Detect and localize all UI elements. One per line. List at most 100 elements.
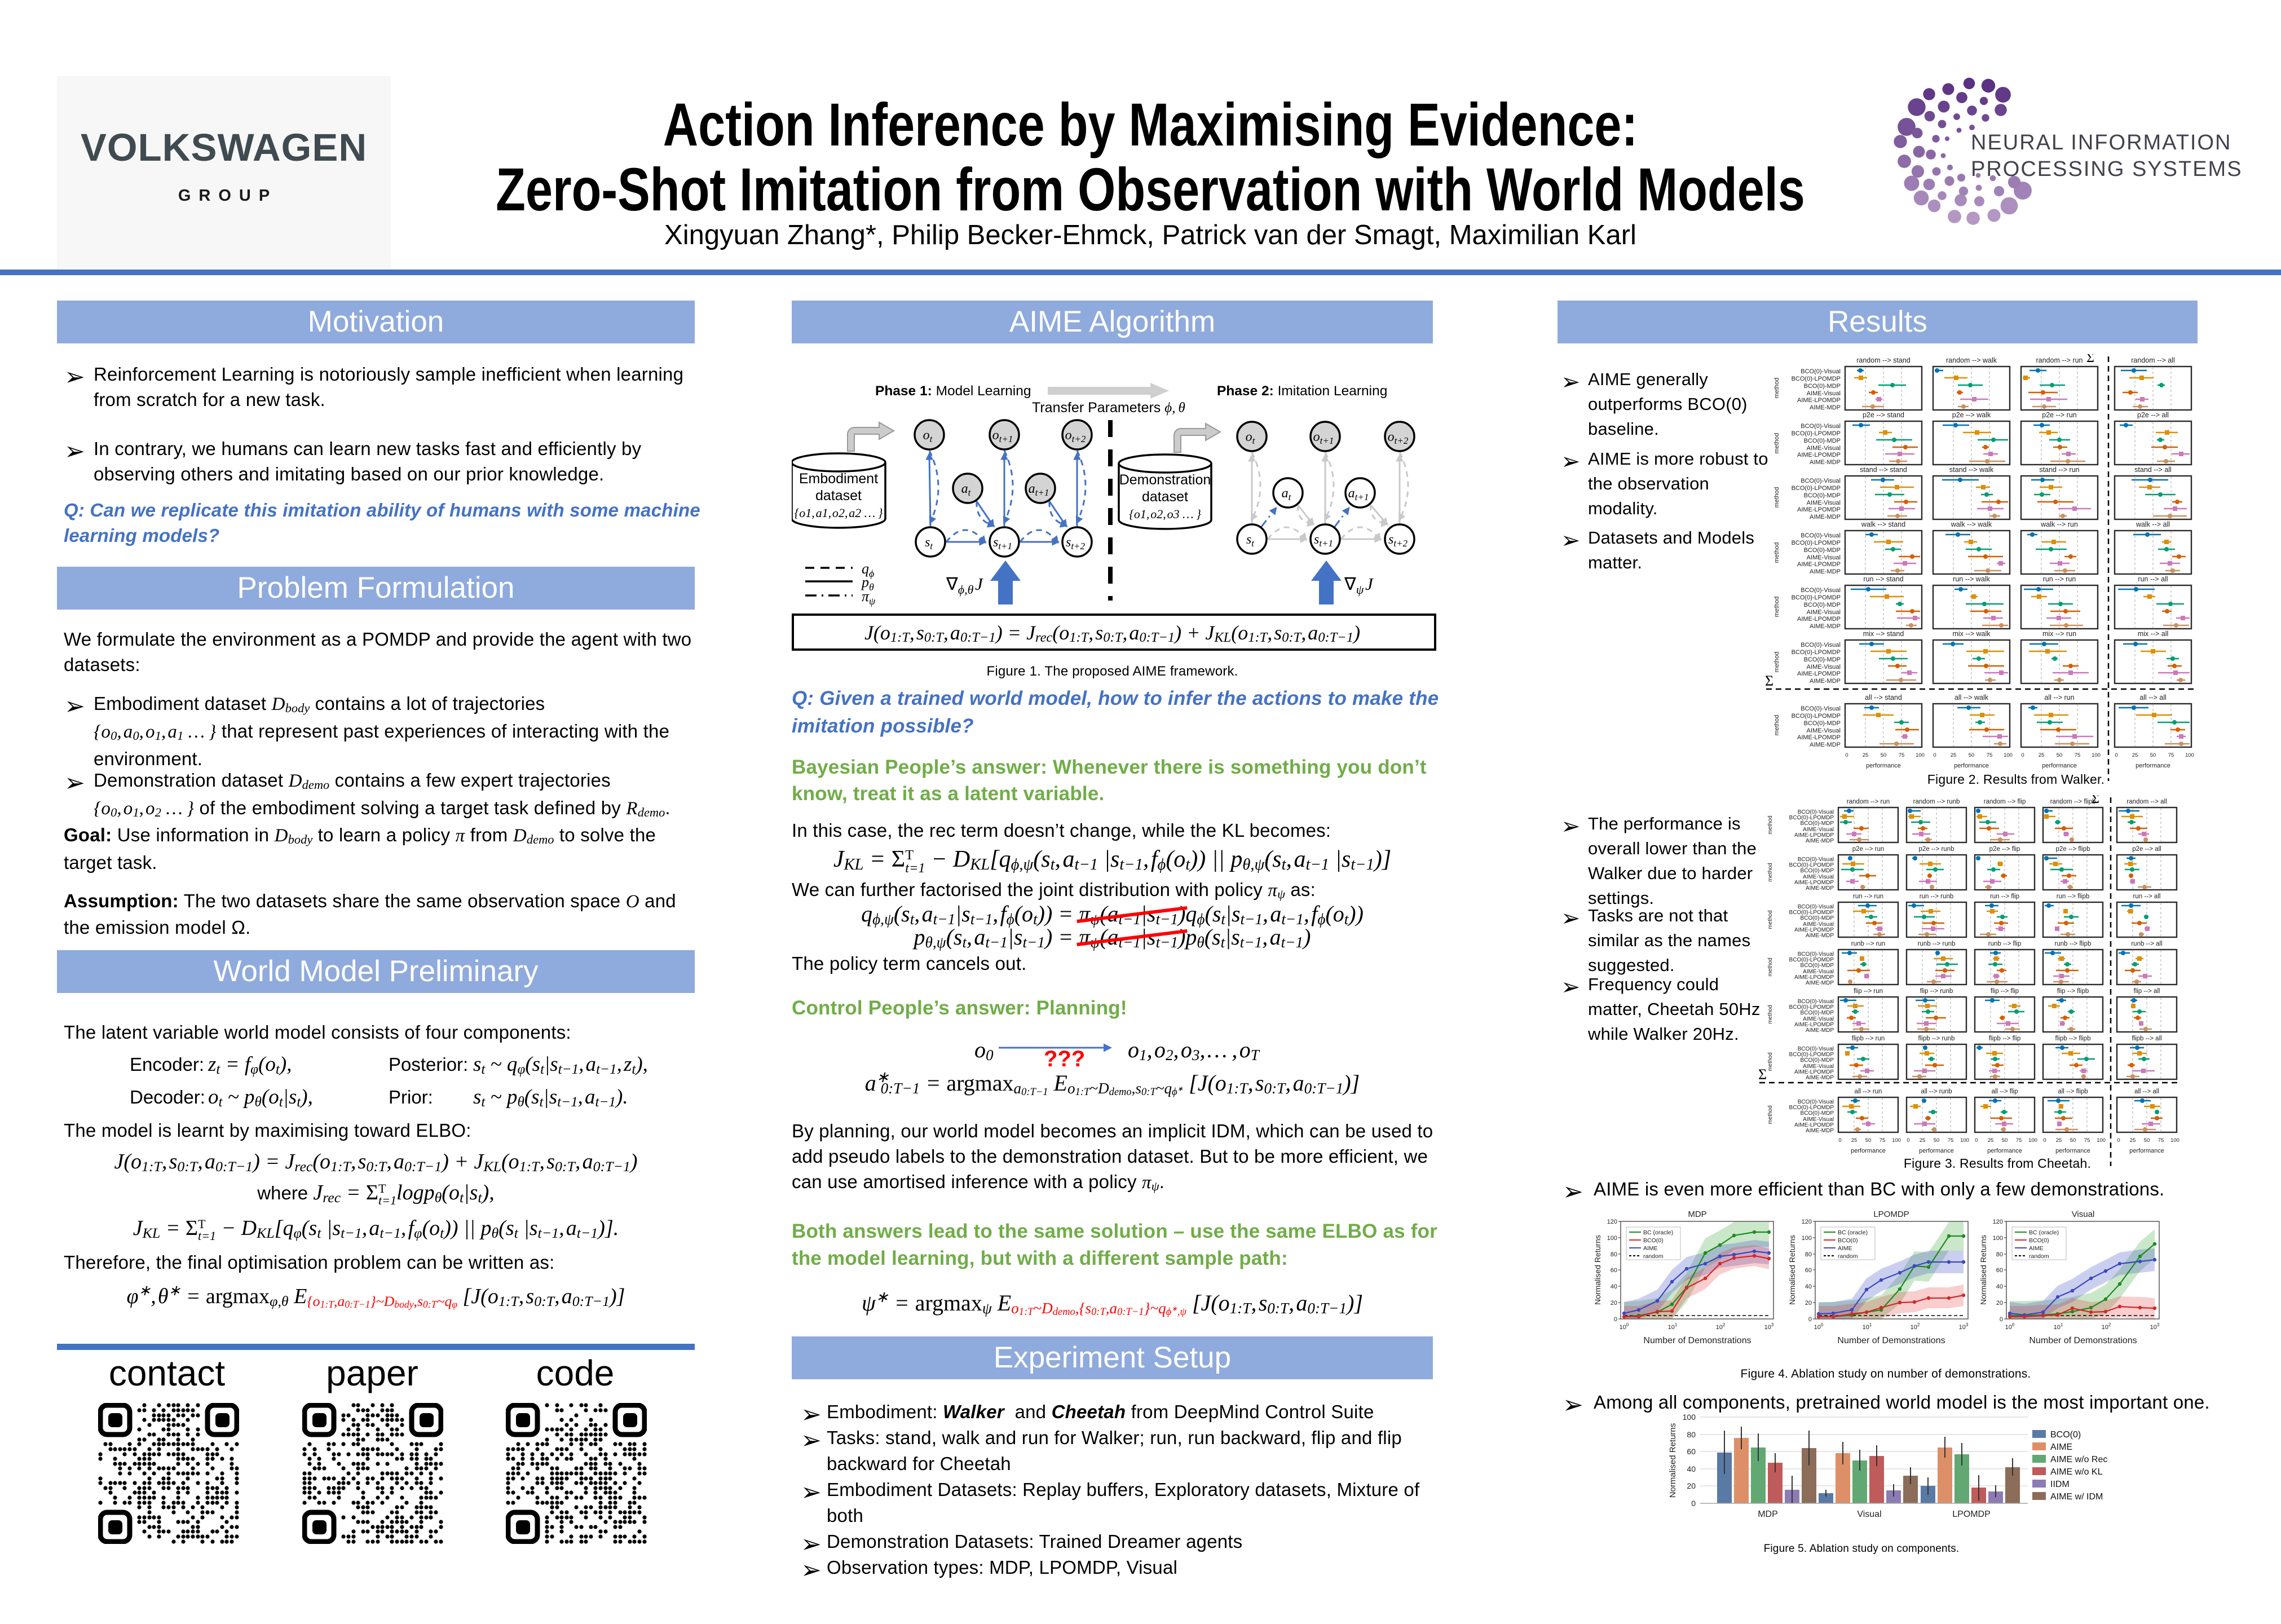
svg-text:flipb --> all: flipb --> all: [2132, 1035, 2161, 1042]
svg-text:Normalised Returns: Normalised Returns: [1593, 1235, 1602, 1305]
svg-text:BCO(0)-LPOMDP: BCO(0)-LPOMDP: [1792, 485, 1841, 492]
svg-text:BCO(0)-LPOMDP: BCO(0)-LPOMDP: [1789, 815, 1834, 821]
svg-text:p2e --> all: p2e --> all: [2137, 411, 2169, 419]
svg-text:20: 20: [1996, 1300, 2003, 1307]
svg-text:BCO(0)-MDP: BCO(0)-MDP: [1804, 656, 1841, 663]
svg-text:Number of Demonstrations: Number of Demonstrations: [1837, 1336, 1945, 1345]
svg-text:AIME-LPOMDP: AIME-LPOMDP: [1797, 616, 1841, 623]
svg-text:AIME-LPOMDP: AIME-LPOMDP: [1797, 670, 1841, 677]
svg-text:flipb --> runb: flipb --> runb: [1918, 1035, 1955, 1042]
svg-text:25: 25: [1951, 752, 1957, 758]
svg-text:80: 80: [1687, 1430, 1696, 1439]
svg-text:run --> flipb: run --> flipb: [2057, 893, 2089, 900]
svg-text:IIDM: IIDM: [2050, 1480, 2070, 1489]
svg-text:run --> runb: run --> runb: [1920, 893, 1953, 900]
svg-text:60: 60: [1805, 1267, 1812, 1274]
svg-text:AIME-Visual: AIME-Visual: [1807, 609, 1841, 616]
svg-text:Embodiment: Embodiment: [799, 471, 878, 487]
svg-text:50: 50: [2002, 1137, 2008, 1144]
svg-text:Transfer Parameters ϕ, θ: Transfer Parameters ϕ, θ: [1032, 400, 1185, 416]
svg-text:AIME: AIME: [2050, 1442, 2072, 1452]
svg-text:20: 20: [1611, 1300, 1617, 1307]
svg-text:50: 50: [1881, 752, 1887, 758]
svg-text:100: 100: [1683, 1413, 1696, 1422]
svg-text:BCO(0)-Visual: BCO(0)-Visual: [1798, 1046, 1834, 1052]
svg-text:BCO(0)-LPOMDP: BCO(0)-LPOMDP: [1789, 1004, 1834, 1010]
svg-text:75: 75: [1899, 752, 1905, 758]
svg-text:AIME w/o KL: AIME w/o KL: [2050, 1467, 2103, 1477]
svg-text:50: 50: [2057, 752, 2063, 758]
svg-text:AIME-MDP: AIME-MDP: [1810, 678, 1841, 685]
svg-text:0: 0: [1907, 1137, 1909, 1144]
svg-text:random --> flip: random --> flip: [1984, 798, 2026, 805]
svg-text:AIME-MDP: AIME-MDP: [1810, 459, 1841, 466]
svg-text:BCO(0)-MDP: BCO(0)-MDP: [1804, 547, 1841, 554]
svg-text:0: 0: [2021, 752, 2024, 758]
svg-text:flipb --> flip: flipb --> flip: [1989, 1035, 2021, 1042]
svg-text:BCO(0)-MDP: BCO(0)-MDP: [1804, 438, 1841, 444]
svg-text:103: 103: [1764, 1322, 1774, 1331]
svg-text:BCO(0)-LPOMDP: BCO(0)-LPOMDP: [1792, 430, 1841, 437]
svg-text:all --> run: all --> run: [1855, 1088, 1882, 1095]
svg-text:BCO(0)-MDP: BCO(0)-MDP: [1801, 1110, 1834, 1116]
svg-text:BCO(0)-Visual: BCO(0)-Visual: [1801, 478, 1841, 484]
svg-text:AIME-MDP: AIME-MDP: [1806, 1128, 1834, 1134]
svg-text:AIME: AIME: [2029, 1245, 2044, 1252]
svg-text:AIME-LPOMDP: AIME-LPOMDP: [1797, 452, 1841, 458]
svg-text:BCO(0)-Visual: BCO(0)-Visual: [1798, 951, 1834, 957]
svg-text:walk --> all: walk --> all: [2136, 520, 2170, 528]
svg-text:25: 25: [2056, 1137, 2062, 1144]
svg-text:75: 75: [2084, 1137, 2090, 1144]
svg-text:25: 25: [1988, 1137, 1994, 1144]
svg-text:walk --> run: walk --> run: [2040, 520, 2078, 528]
svg-text:p2e --> run: p2e --> run: [2042, 411, 2077, 419]
svg-text:AIME-Visual: AIME-Visual: [1803, 921, 1834, 928]
svg-text:BCO(0)-MDP: BCO(0)-MDP: [1801, 1057, 1834, 1063]
svg-text:runb --> all: runb --> all: [2131, 941, 2162, 947]
svg-text:method: method: [1773, 542, 1780, 563]
svg-text:MDP: MDP: [1758, 1510, 1778, 1519]
svg-text:PROCESSING SYSTEMS: PROCESSING SYSTEMS: [1971, 157, 2243, 181]
svg-text:method: method: [1773, 378, 1780, 399]
svg-text:BCO(0)-LPOMDP: BCO(0)-LPOMDP: [1789, 1052, 1834, 1058]
svg-text:AIME-Visual: AIME-Visual: [1807, 554, 1841, 561]
svg-text:40: 40: [1996, 1283, 2003, 1290]
svg-text:walk --> stand: walk --> stand: [1861, 520, 1905, 528]
svg-text:run --> all: run --> all: [2133, 893, 2161, 900]
svg-text:dataset: dataset: [815, 488, 862, 504]
svg-text:25: 25: [2132, 752, 2138, 758]
svg-text:75: 75: [1948, 1137, 1954, 1144]
svg-text:BCO(0)-MDP: BCO(0)-MDP: [1804, 383, 1841, 390]
svg-text:method: method: [1767, 863, 1773, 881]
svg-text:performance: performance: [2042, 762, 2077, 769]
svg-text:performance: performance: [2129, 1148, 2164, 1154]
svg-text:method: method: [1773, 433, 1780, 454]
svg-text:BC (oracle): BC (oracle): [1643, 1229, 1673, 1236]
svg-text:random --> run: random --> run: [1847, 798, 1890, 805]
svg-text:runb --> run: runb --> run: [1851, 941, 1885, 947]
svg-text:25: 25: [1851, 1137, 1858, 1144]
svg-text:all --> run: all --> run: [2044, 694, 2074, 701]
svg-text:AIME-Visual: AIME-Visual: [1803, 969, 1834, 975]
svg-text:100: 100: [1620, 1322, 1629, 1331]
svg-text:stand --> stand: stand --> stand: [1860, 466, 1907, 474]
svg-text:100: 100: [1993, 1235, 2003, 1242]
svg-text:method: method: [1773, 715, 1780, 736]
svg-text:AIME-Visual: AIME-Visual: [1803, 1063, 1834, 1070]
svg-text:AIME-Visual: AIME-Visual: [1803, 1116, 1834, 1123]
svg-text:walk --> walk: walk --> walk: [1951, 520, 1992, 528]
svg-text:103: 103: [2150, 1322, 2160, 1331]
svg-text:AIME-LPOMDP: AIME-LPOMDP: [1794, 832, 1834, 839]
svg-text:101: 101: [1863, 1322, 1872, 1331]
svg-text:100: 100: [1916, 752, 1925, 758]
svg-text:random --> runb: random --> runb: [1913, 798, 1960, 805]
svg-text:AIME-MDP: AIME-MDP: [1806, 933, 1834, 939]
svg-text:method: method: [1767, 1005, 1773, 1023]
svg-text:AIME-LPOMDP: AIME-LPOMDP: [1797, 397, 1841, 404]
svg-text:run --> flip: run --> flip: [1990, 893, 2019, 900]
svg-text:BCO(0)-MDP: BCO(0)-MDP: [1801, 868, 1834, 874]
svg-text:AIME-MDP: AIME-MDP: [1810, 568, 1841, 575]
svg-text:all --> flip: all --> flip: [1992, 1088, 2018, 1095]
svg-text:flipb --> run: flipb --> run: [1852, 1035, 1885, 1042]
svg-text:AIME: AIME: [1643, 1245, 1658, 1252]
